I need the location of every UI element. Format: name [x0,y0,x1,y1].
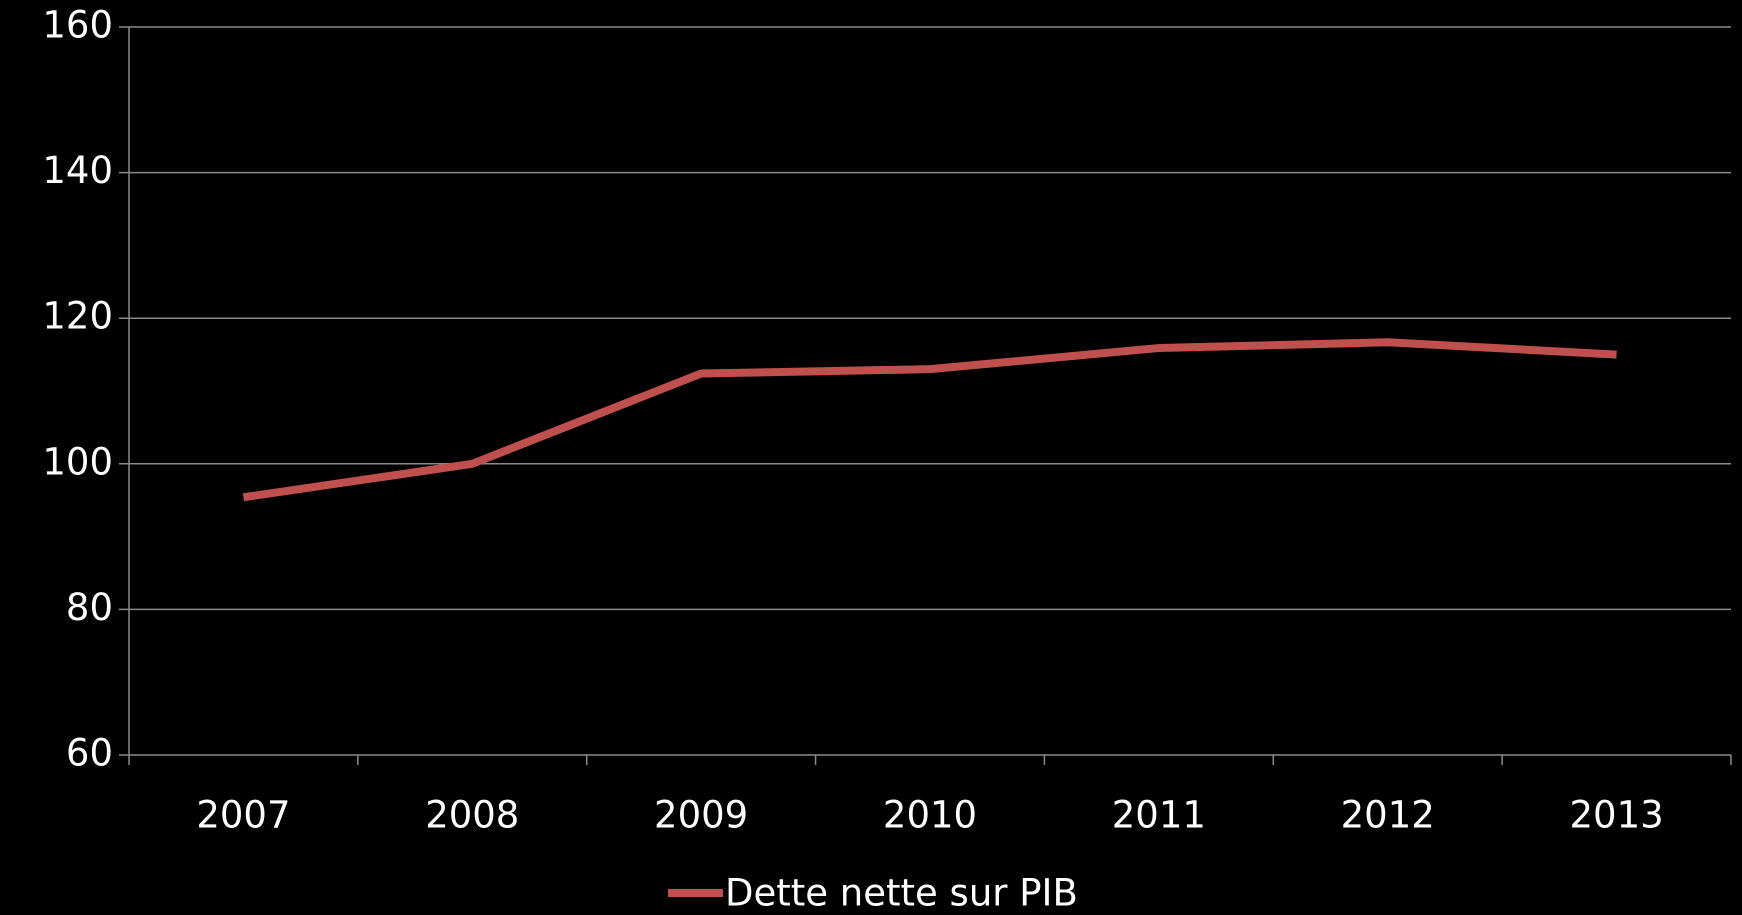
y-tick-label: 80 [66,586,113,629]
y-tick-label: 100 [42,440,113,483]
y-tick-label: 60 [66,732,113,775]
legend-label: Dette nette sur PIB [725,872,1078,915]
y-tick-label: 160 [42,4,113,47]
x-tick-label: 2009 [654,794,748,837]
x-tick-label: 2008 [425,794,519,837]
y-tick-label: 140 [42,149,113,192]
x-tick-label: 2007 [196,794,290,837]
y-tick-label: 120 [42,295,113,338]
line-series [242,338,1617,502]
x-tick-label: 2013 [1569,794,1663,837]
x-tick-label: 2010 [883,794,977,837]
x-tick-label: 2011 [1112,794,1206,837]
x-tick-label: 2012 [1341,794,1435,837]
